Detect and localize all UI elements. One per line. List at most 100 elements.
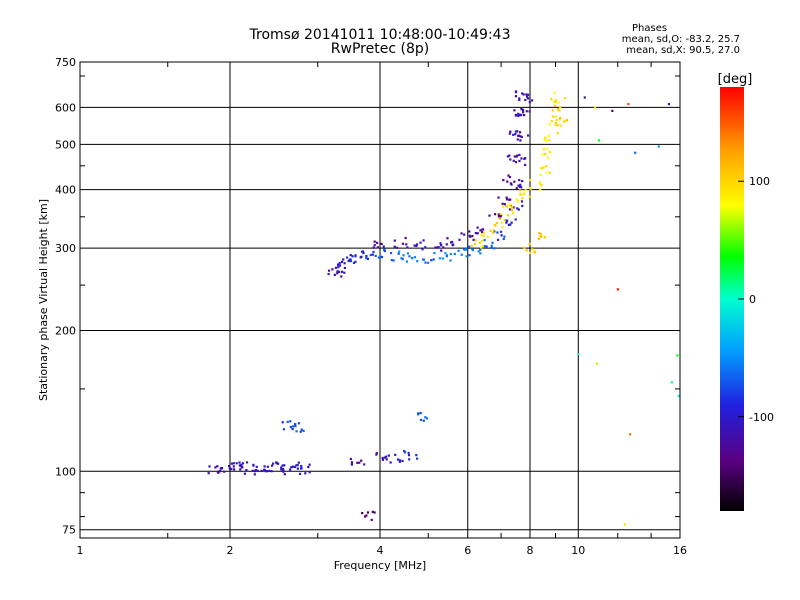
data-point <box>255 465 258 468</box>
data-point <box>525 93 528 96</box>
data-point <box>361 250 365 253</box>
data-point <box>496 238 500 241</box>
data-point <box>304 472 307 475</box>
x-tick-label: 8 <box>527 544 534 557</box>
data-point <box>492 229 495 232</box>
data-point <box>506 219 509 222</box>
data-point <box>445 243 448 246</box>
data-point <box>482 231 486 234</box>
data-point <box>245 468 248 472</box>
data-point <box>527 97 530 100</box>
data-point <box>563 120 566 123</box>
data-point <box>508 204 511 207</box>
data-point <box>381 456 384 460</box>
data-point <box>481 245 484 248</box>
data-point <box>393 245 396 248</box>
data-point <box>583 96 586 99</box>
data-point <box>350 463 354 466</box>
data-point <box>343 271 346 274</box>
data-point <box>493 213 497 216</box>
data-point <box>550 97 553 101</box>
data-point <box>383 456 387 459</box>
data-point <box>439 242 442 245</box>
data-point <box>373 244 376 247</box>
data-point <box>375 452 378 455</box>
data-point <box>517 200 520 203</box>
data-point <box>514 114 517 117</box>
data-point <box>520 135 523 139</box>
data-point <box>345 256 349 259</box>
data-point <box>506 214 510 217</box>
data-point <box>396 246 399 249</box>
data-point <box>296 467 299 470</box>
data-point <box>449 252 452 256</box>
data-point <box>526 93 530 96</box>
data-point <box>343 262 346 265</box>
data-point <box>558 118 561 121</box>
data-point <box>523 192 526 195</box>
data-point <box>398 459 402 462</box>
data-point <box>297 461 300 464</box>
data-point <box>474 239 478 242</box>
data-point <box>407 454 411 457</box>
data-point <box>451 244 454 247</box>
data-point <box>457 249 460 252</box>
data-point <box>468 254 471 257</box>
data-point <box>474 231 477 235</box>
data-point <box>501 226 504 229</box>
data-point <box>497 213 500 216</box>
axis-ticks: 1 2 4 6 8 10 16 75 100 200 300 400 500 600 750 <box>55 56 687 557</box>
data-point <box>307 465 310 469</box>
data-point <box>300 467 303 470</box>
data-point <box>494 224 497 227</box>
data-point <box>519 189 522 192</box>
data-point <box>376 241 379 244</box>
data-point <box>491 241 494 244</box>
data-point <box>468 245 471 248</box>
data-point <box>554 123 557 127</box>
data-point <box>540 235 543 238</box>
x-tick-label: 16 <box>673 544 687 557</box>
x-tick-label: 6 <box>464 544 471 557</box>
data-point <box>670 381 673 384</box>
data-point <box>398 250 401 253</box>
data-point <box>263 468 266 471</box>
data-point <box>358 461 361 464</box>
data-point <box>472 238 475 241</box>
data-point <box>480 246 483 249</box>
data-point <box>377 256 381 259</box>
data-point <box>333 273 336 276</box>
data-point <box>282 470 285 473</box>
data-point <box>289 425 292 429</box>
data-point <box>597 139 601 142</box>
data-point <box>207 472 210 475</box>
data-point <box>465 255 468 258</box>
data-point <box>264 470 267 473</box>
data-point <box>611 109 614 112</box>
data-point <box>342 258 345 261</box>
data-point <box>374 254 377 258</box>
chart-subtitle: RwPretec (8p) <box>330 41 430 57</box>
data-point <box>228 467 231 470</box>
data-point <box>254 468 257 472</box>
data-point <box>336 272 339 275</box>
data-point <box>516 154 519 157</box>
data-point <box>369 253 372 257</box>
data-point <box>416 260 419 263</box>
data-point <box>265 470 269 473</box>
data-point <box>522 108 525 112</box>
data-point <box>545 171 548 174</box>
data-point <box>530 99 534 102</box>
data-point <box>677 394 680 398</box>
data-point <box>512 159 515 162</box>
data-point <box>347 259 350 263</box>
data-point <box>389 251 393 255</box>
data-point <box>300 428 303 431</box>
data-point <box>354 260 357 263</box>
data-point <box>441 257 444 260</box>
data-point <box>440 249 443 252</box>
data-point <box>404 236 407 240</box>
data-point <box>556 124 559 127</box>
data-point <box>400 257 403 260</box>
data-point <box>503 203 507 206</box>
